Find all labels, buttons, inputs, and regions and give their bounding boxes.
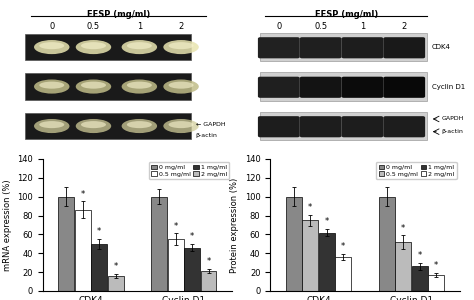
- Text: 2: 2: [178, 22, 184, 31]
- Bar: [286, 197, 302, 291]
- Bar: [428, 275, 444, 291]
- Text: *: *: [308, 203, 312, 212]
- Y-axis label: Protein expression (%): Protein expression (%): [230, 177, 239, 273]
- Legend: 0 mg/ml, 0.5 mg/ml, 1 mg/ml, 2 mg/ml: 0 mg/ml, 0.5 mg/ml, 1 mg/ml, 2 mg/ml: [376, 162, 456, 179]
- FancyBboxPatch shape: [258, 116, 300, 137]
- FancyBboxPatch shape: [383, 37, 425, 58]
- Y-axis label: mRNA expression (%): mRNA expression (%): [3, 179, 12, 271]
- Text: 1: 1: [360, 22, 365, 31]
- FancyBboxPatch shape: [341, 37, 383, 58]
- FancyBboxPatch shape: [300, 77, 341, 98]
- Ellipse shape: [34, 119, 70, 133]
- Bar: [58, 197, 74, 291]
- Text: β-actin: β-actin: [196, 134, 218, 138]
- Ellipse shape: [169, 82, 193, 89]
- Bar: [25, 112, 191, 140]
- FancyBboxPatch shape: [300, 116, 341, 137]
- Bar: [260, 33, 428, 61]
- Text: GAPDH: GAPDH: [441, 116, 464, 122]
- Bar: [260, 72, 428, 101]
- Text: *: *: [418, 251, 422, 260]
- Ellipse shape: [169, 42, 193, 49]
- FancyBboxPatch shape: [258, 77, 300, 98]
- Text: *: *: [207, 257, 210, 266]
- Text: *: *: [97, 227, 101, 236]
- Text: β-actin: β-actin: [441, 129, 463, 134]
- Ellipse shape: [76, 80, 111, 94]
- Text: 2: 2: [401, 22, 407, 31]
- Ellipse shape: [39, 82, 64, 89]
- Text: ← GAPDH: ← GAPDH: [196, 122, 225, 127]
- FancyBboxPatch shape: [383, 116, 425, 137]
- Bar: [91, 244, 107, 291]
- Ellipse shape: [127, 42, 152, 49]
- Bar: [25, 34, 191, 61]
- Ellipse shape: [34, 40, 70, 54]
- Ellipse shape: [169, 121, 193, 128]
- Ellipse shape: [127, 82, 152, 89]
- FancyBboxPatch shape: [300, 37, 341, 58]
- Ellipse shape: [164, 80, 199, 94]
- Bar: [151, 197, 167, 291]
- FancyBboxPatch shape: [383, 77, 425, 98]
- Ellipse shape: [76, 119, 111, 133]
- Bar: [319, 232, 335, 291]
- Text: EESP (mg/ml): EESP (mg/ml): [315, 11, 378, 20]
- Ellipse shape: [164, 40, 199, 54]
- Bar: [260, 112, 428, 140]
- Text: *: *: [325, 217, 329, 226]
- Text: 0: 0: [49, 22, 55, 31]
- Ellipse shape: [81, 121, 106, 128]
- Text: EESP (mg/ml): EESP (mg/ml): [87, 11, 150, 20]
- Text: *: *: [173, 222, 178, 231]
- Ellipse shape: [81, 82, 106, 89]
- Ellipse shape: [127, 121, 152, 128]
- Ellipse shape: [122, 80, 157, 94]
- Ellipse shape: [39, 42, 64, 49]
- Text: CDK4: CDK4: [432, 44, 451, 50]
- Ellipse shape: [122, 40, 157, 54]
- Bar: [184, 248, 200, 291]
- Text: *: *: [434, 261, 438, 270]
- Bar: [395, 242, 411, 291]
- Ellipse shape: [76, 40, 111, 54]
- Text: *: *: [190, 232, 194, 241]
- Bar: [335, 257, 351, 291]
- Bar: [412, 266, 428, 291]
- Text: 1: 1: [137, 22, 142, 31]
- Text: *: *: [81, 190, 85, 199]
- Bar: [75, 210, 91, 291]
- Text: 0: 0: [276, 22, 282, 31]
- Ellipse shape: [34, 80, 70, 94]
- Text: *: *: [341, 242, 345, 251]
- Ellipse shape: [81, 42, 106, 49]
- Text: Cyclin D1: Cyclin D1: [432, 83, 465, 89]
- Bar: [379, 197, 395, 291]
- Text: *: *: [113, 262, 118, 271]
- Bar: [108, 276, 124, 291]
- Legend: 0 mg/ml, 0.5 mg/ml, 1 mg/ml, 2 mg/ml: 0 mg/ml, 0.5 mg/ml, 1 mg/ml, 2 mg/ml: [149, 162, 229, 179]
- Ellipse shape: [39, 121, 64, 128]
- FancyBboxPatch shape: [341, 116, 383, 137]
- Ellipse shape: [164, 119, 199, 133]
- Text: 0.5: 0.5: [314, 22, 327, 31]
- FancyBboxPatch shape: [341, 77, 383, 98]
- Bar: [168, 239, 183, 291]
- FancyBboxPatch shape: [258, 37, 300, 58]
- Bar: [302, 220, 318, 291]
- Text: 0.5: 0.5: [87, 22, 100, 31]
- Ellipse shape: [122, 119, 157, 133]
- Bar: [201, 271, 217, 291]
- Text: *: *: [401, 224, 405, 232]
- Bar: [25, 73, 191, 100]
